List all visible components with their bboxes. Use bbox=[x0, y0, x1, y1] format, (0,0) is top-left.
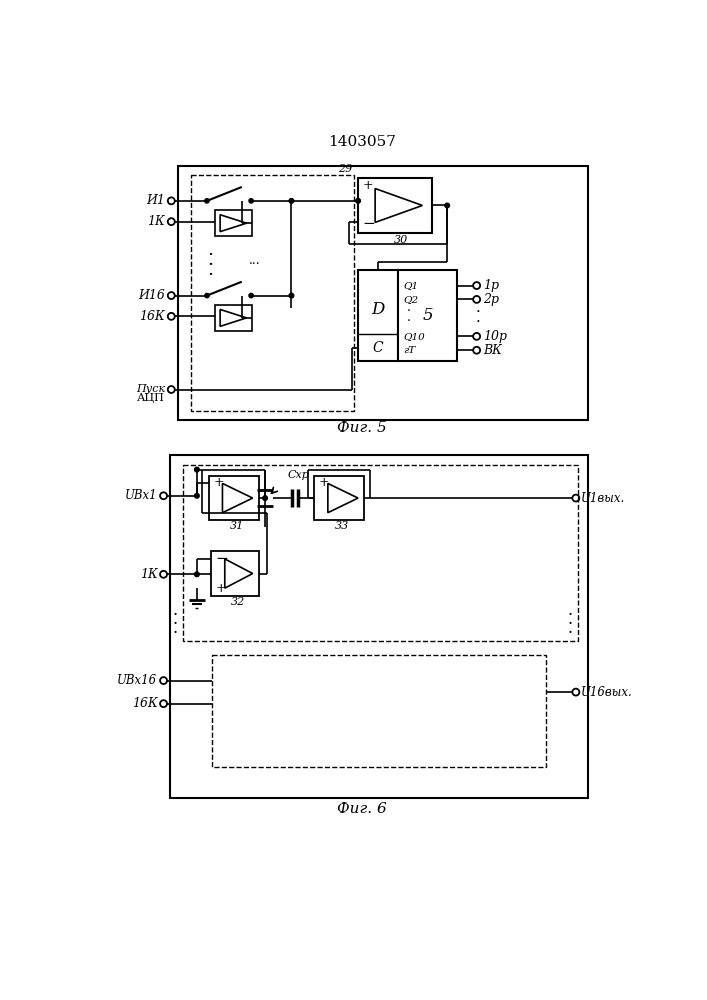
Bar bbox=[398, 270, 457, 361]
Text: Фиг. 5: Фиг. 5 bbox=[337, 421, 387, 435]
Circle shape bbox=[194, 493, 199, 498]
Text: Q1: Q1 bbox=[403, 281, 418, 290]
Text: +: + bbox=[363, 179, 373, 192]
Text: Фиг. 6: Фиг. 6 bbox=[337, 802, 387, 816]
Text: ·: · bbox=[476, 305, 481, 319]
Circle shape bbox=[205, 293, 209, 298]
Text: UВх16: UВх16 bbox=[117, 674, 158, 687]
Bar bbox=[209, 476, 259, 520]
Text: 1403057: 1403057 bbox=[328, 135, 396, 149]
Text: ·: · bbox=[173, 616, 177, 633]
Text: гТ: гТ bbox=[403, 346, 415, 355]
Text: ·: · bbox=[476, 315, 481, 329]
Circle shape bbox=[289, 293, 293, 298]
Text: ·: · bbox=[173, 625, 177, 642]
Circle shape bbox=[249, 293, 253, 298]
Text: 32: 32 bbox=[230, 597, 245, 607]
Text: ·: · bbox=[568, 616, 573, 633]
Text: ·: · bbox=[568, 625, 573, 642]
Bar bbox=[314, 476, 364, 520]
Text: АЦП: АЦП bbox=[137, 393, 165, 403]
Text: ВК: ВК bbox=[483, 344, 501, 357]
Text: ·: · bbox=[207, 266, 213, 284]
Text: −: − bbox=[216, 552, 228, 566]
Text: 1р: 1р bbox=[483, 279, 499, 292]
Text: Q10: Q10 bbox=[403, 332, 425, 341]
Text: 31: 31 bbox=[230, 521, 244, 531]
Circle shape bbox=[194, 467, 199, 472]
Text: ·: · bbox=[173, 607, 177, 624]
Text: U1вых.: U1вых. bbox=[581, 492, 626, 505]
Bar bbox=[177, 166, 588, 420]
Text: D: D bbox=[372, 301, 385, 318]
Bar bbox=[170, 455, 588, 798]
Text: +: + bbox=[216, 582, 226, 595]
Text: 16К: 16К bbox=[132, 697, 158, 710]
Bar bbox=[215, 210, 252, 236]
Text: 1К: 1К bbox=[148, 215, 165, 228]
Text: 16К: 16К bbox=[139, 310, 165, 323]
Text: 33: 33 bbox=[335, 521, 349, 531]
Circle shape bbox=[263, 496, 267, 500]
Text: ·: · bbox=[407, 315, 411, 328]
Text: C: C bbox=[373, 341, 383, 355]
Text: Q2: Q2 bbox=[403, 295, 418, 304]
Text: −: − bbox=[363, 217, 375, 231]
Circle shape bbox=[194, 572, 199, 577]
Text: ·: · bbox=[568, 607, 573, 624]
Text: Схр: Схр bbox=[288, 470, 310, 480]
Text: 29: 29 bbox=[339, 164, 353, 174]
Text: +: + bbox=[213, 476, 224, 489]
Circle shape bbox=[289, 199, 293, 203]
Text: И16: И16 bbox=[139, 289, 165, 302]
Bar bbox=[211, 551, 259, 596]
Text: 2р: 2р bbox=[483, 293, 499, 306]
Bar bbox=[183, 465, 578, 641]
Text: U16вых.: U16вых. bbox=[581, 686, 633, 699]
Circle shape bbox=[205, 199, 209, 203]
Bar bbox=[358, 178, 432, 233]
Text: ·: · bbox=[407, 305, 411, 318]
Text: 10р: 10р bbox=[483, 330, 507, 343]
Text: UВх1: UВх1 bbox=[124, 489, 158, 502]
Text: ·: · bbox=[207, 256, 213, 274]
Bar bbox=[212, 655, 546, 767]
Text: +: + bbox=[319, 476, 329, 489]
Text: ···: ··· bbox=[249, 258, 261, 271]
Bar bbox=[192, 175, 354, 411]
Text: 5: 5 bbox=[422, 307, 433, 324]
Text: 1К: 1К bbox=[140, 568, 158, 581]
Bar bbox=[358, 270, 398, 361]
Text: И1: И1 bbox=[146, 194, 165, 207]
Text: ·: · bbox=[207, 246, 213, 264]
Text: Пуск: Пуск bbox=[136, 384, 165, 394]
Text: 30: 30 bbox=[394, 235, 408, 245]
Bar bbox=[215, 305, 252, 331]
Circle shape bbox=[249, 199, 253, 203]
Circle shape bbox=[445, 203, 450, 208]
Circle shape bbox=[356, 199, 361, 203]
